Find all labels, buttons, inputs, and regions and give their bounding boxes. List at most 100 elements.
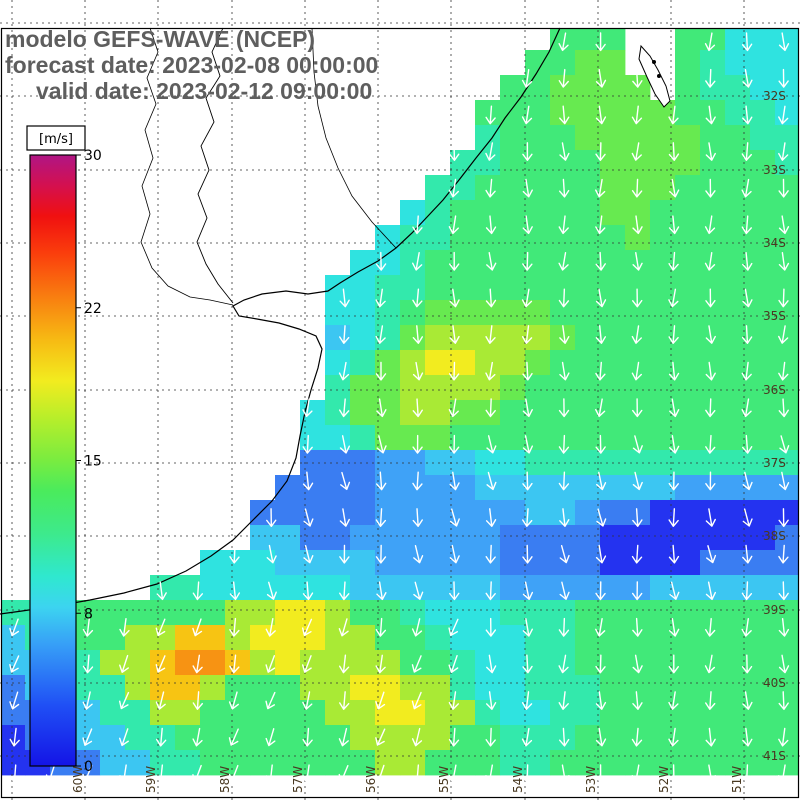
- heatmap-cell: [375, 625, 401, 651]
- heatmap-cell: [125, 725, 151, 751]
- wind-arrow-icon: [558, 434, 570, 454]
- heatmap-cell: [650, 175, 676, 201]
- heatmap-cell: [575, 375, 601, 401]
- heatmap-cell: [350, 475, 376, 501]
- wind-arrow-icon: [302, 655, 312, 673]
- heatmap-cell: [600, 475, 626, 501]
- heatmap-cell: [450, 650, 476, 676]
- heatmap-cell: [650, 350, 676, 376]
- lat-label: 38S: [763, 529, 786, 543]
- wind-arrow-icon: [706, 545, 717, 564]
- heatmap-cell: [550, 400, 576, 426]
- heatmap-cell: [675, 525, 701, 551]
- heatmap-cell: [475, 475, 501, 501]
- wind-arrow-icon: [632, 435, 643, 454]
- heatmap-cell: [550, 750, 576, 776]
- heatmap-cell: [375, 275, 401, 301]
- lon-label: 60W: [71, 766, 85, 793]
- wind-arrow-icon: [485, 178, 496, 198]
- heatmap-cell: [175, 625, 201, 651]
- wind-arrow-icon: [558, 252, 569, 271]
- heatmap-cell: [525, 350, 551, 376]
- wind-arrow-icon: [631, 178, 643, 198]
- wind-arrow-icon: [741, 142, 752, 161]
- heatmap-cell: [425, 575, 451, 601]
- heatmap-cell: [400, 525, 426, 551]
- wind-arrow-icon: [522, 178, 533, 198]
- heatmap-cell: [175, 750, 201, 776]
- heatmap-cell: [350, 550, 376, 576]
- wind-arrow-icon: [778, 251, 790, 271]
- heatmap-cell: [350, 675, 376, 701]
- wind-arrow-icon: [558, 654, 569, 674]
- wind-arrow-icon: [155, 691, 166, 710]
- wind-arrow-icon: [741, 654, 753, 674]
- heatmap-cell: [250, 700, 276, 726]
- wind-arrow-icon: [705, 288, 716, 308]
- lat-axis-labels: 32S 33S 34S 35S 36S 37S 38S 39S 40S 41S: [763, 89, 786, 763]
- wind-arrow-icon: [449, 581, 460, 601]
- heatmap-cell: [775, 100, 798, 126]
- heatmap-cell: [250, 525, 276, 551]
- heatmap-cell: [650, 325, 676, 351]
- heatmap-cell: [650, 525, 676, 551]
- heatmap-cell: [675, 150, 701, 176]
- wind-arrow-icon: [449, 251, 460, 271]
- heatmap-cell: [300, 600, 326, 626]
- heatmap-cell: [475, 325, 501, 351]
- wind-arrow-icon: [778, 105, 789, 125]
- heatmap-cell: [350, 575, 376, 601]
- heatmap-cell: [750, 250, 776, 276]
- heatmap-cell: [750, 150, 776, 176]
- wind-arrow-icon: [631, 764, 642, 784]
- heatmap-cell: [100, 725, 126, 751]
- heatmap-cell: [425, 650, 451, 676]
- heatmap-cell: [475, 650, 501, 676]
- wind-arrow-icon: [375, 691, 386, 710]
- heatmap-cell: [675, 750, 701, 776]
- wind-arrow-icon: [229, 581, 241, 601]
- heatmap-cell: [525, 275, 551, 301]
- heatmap-cell: [550, 250, 576, 276]
- wind-arrow-icon: [9, 764, 20, 784]
- heatmap-cell: [350, 350, 376, 376]
- wind-arrow-icon: [778, 544, 789, 564]
- heatmap-cell: [350, 700, 376, 726]
- heatmap-cell: [600, 625, 626, 651]
- heatmap-cell: [600, 675, 626, 701]
- wind-arrow-icon: [449, 325, 460, 344]
- wind-arrow-icon: [668, 142, 680, 161]
- wind-arrow-icon: [668, 544, 680, 564]
- heatmap-cell: [475, 250, 501, 276]
- wind-arrow-icon: [595, 544, 607, 564]
- heatmap-cell: [475, 125, 501, 151]
- wind-arrow-icon: [668, 361, 680, 381]
- heatmap-cell: [150, 625, 176, 651]
- heatmap-cell: [225, 625, 251, 651]
- heatmap-cell: [725, 350, 751, 376]
- heatmap-cell: [650, 675, 676, 701]
- heatmap-cell: [400, 425, 426, 451]
- wind-arrow-icon: [229, 544, 240, 564]
- heatmap-cell: [575, 50, 601, 76]
- wind-arrow-icon: [705, 471, 716, 491]
- wind-arrow-icon: [778, 471, 790, 491]
- heatmap-cell: [675, 375, 701, 401]
- wind-arrow-icon: [595, 142, 606, 161]
- heatmap-cell: [600, 175, 626, 201]
- heatmap-cell: [675, 275, 701, 301]
- heatmap-cell: [500, 550, 526, 576]
- heatmap-cell: [275, 525, 301, 551]
- wind-arrow-icon: [82, 691, 93, 710]
- heatmap-cell: [325, 650, 351, 676]
- coastline-layer: [0, 27, 671, 615]
- heatmap-cell: [425, 475, 451, 501]
- wind-arrow-icon: [779, 435, 790, 454]
- heatmap-cell: [575, 425, 601, 451]
- wind-arrow-icon: [485, 508, 497, 527]
- heatmap-cell: [750, 375, 776, 401]
- heatmap-cell: [700, 350, 726, 376]
- heatmap-cell: [675, 400, 701, 426]
- wind-arrow-icon: [522, 142, 533, 161]
- heatmap-cell: [400, 300, 426, 326]
